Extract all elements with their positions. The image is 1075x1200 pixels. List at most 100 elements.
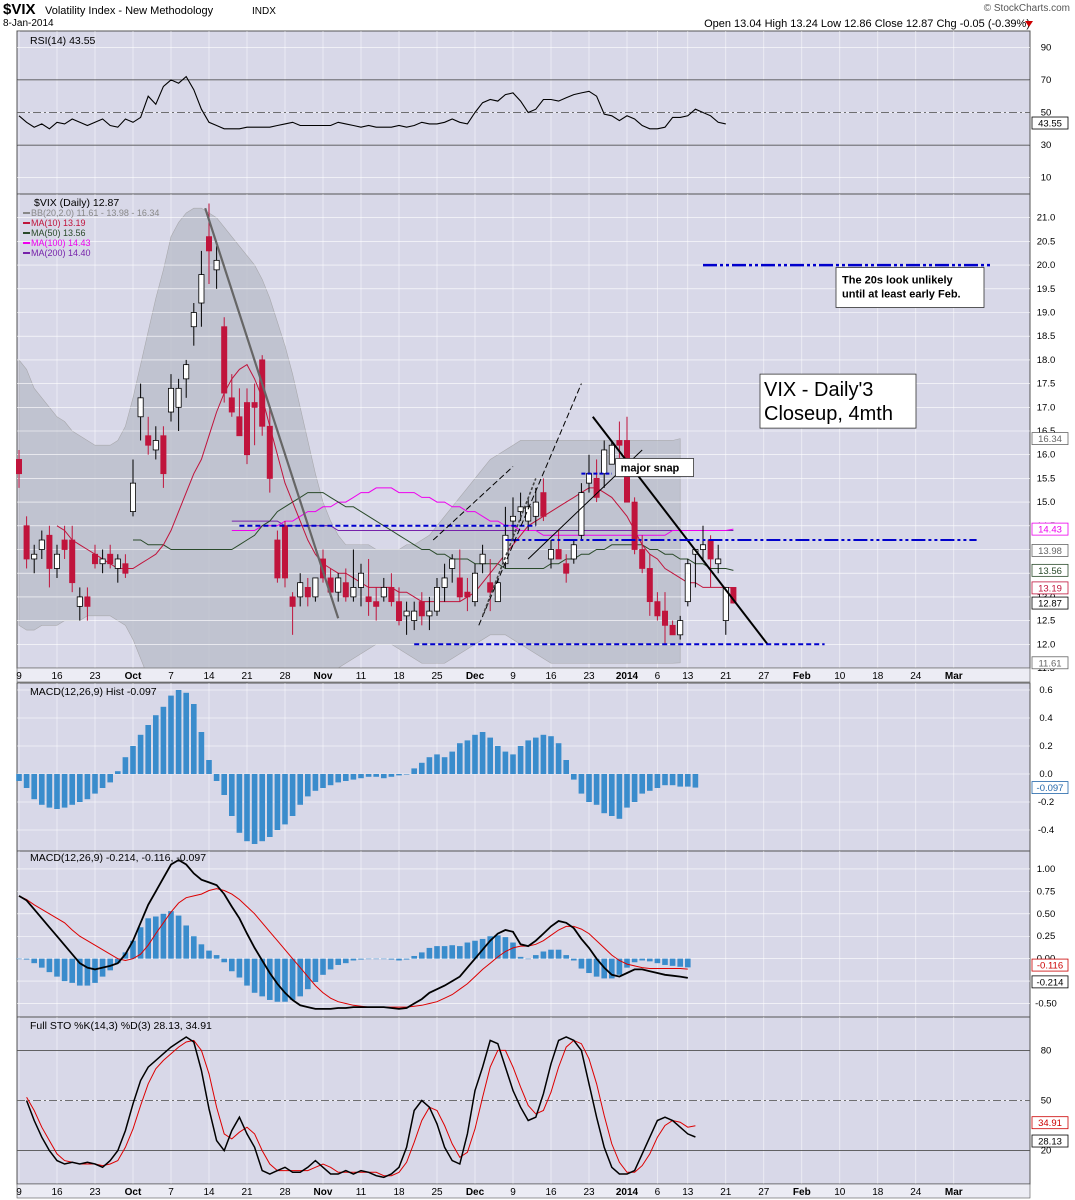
rsi-title: RSI(14) 43.55 (30, 35, 96, 47)
x2-label: 6 (655, 1187, 661, 1198)
x2-label: Feb (793, 1187, 811, 1198)
hist-bar (533, 737, 539, 774)
annotation-box (835, 267, 985, 308)
macd-hist-bar (495, 935, 501, 959)
macd-hist-bar (320, 958, 326, 975)
hist-bar (525, 740, 531, 774)
legend-entry: MA(100) 14.43 (31, 238, 91, 248)
macd-hist-bar (130, 940, 136, 959)
candle-body (31, 553, 38, 560)
x1-label: 7 (168, 671, 174, 682)
hist-bar (327, 774, 334, 786)
hist-bar (23, 774, 30, 788)
hist-ytick-label: -0.4 (1038, 825, 1054, 836)
hist-bar (168, 695, 174, 774)
hist-bar (320, 774, 326, 788)
hist-bar (54, 774, 60, 809)
hist-bar (267, 774, 273, 837)
hist-bar (274, 774, 281, 830)
hist-bar (472, 734, 478, 774)
x2-label: 24 (910, 1187, 922, 1198)
price-x-axis: 9 16 23 Oct 7 14 21 28 Nov 11 18 25 Dec 9 16 23 2014 6 13 2… (16, 667, 1031, 683)
macd-hist-bar (92, 958, 98, 983)
price-right-tag: 11.61 (1038, 658, 1061, 669)
macd-last-tag: -0.214 (1037, 977, 1064, 988)
hist-ytick-label: 0.4 (1039, 713, 1052, 724)
x2-label: Dec (466, 1187, 485, 1198)
x2-label: 14 (203, 1187, 215, 1198)
price-ytick-label: 16.0 (1037, 450, 1056, 461)
macd-ytick-label: 1.00 (1037, 864, 1056, 875)
sto-k-last-tag: 28.13 (1038, 1137, 1062, 1148)
hist-bar (77, 774, 83, 802)
candle-body (441, 577, 448, 588)
candle-body (297, 582, 304, 598)
macd-hist-bar (381, 958, 387, 960)
macd-hist-bar (464, 942, 471, 959)
macd-hist-bar (441, 946, 448, 959)
candle-body (304, 587, 311, 598)
hist-bar (411, 768, 417, 774)
candle-body (61, 539, 68, 550)
candle-body (266, 425, 273, 479)
x2-label: Nov (314, 1187, 333, 1198)
macd-hist-bar (221, 958, 227, 963)
sto-d-last-tag-box (1031, 1116, 1069, 1130)
price-ytick-label: 15.5 (1037, 473, 1056, 484)
hist-ytick-label: 0.2 (1039, 741, 1052, 752)
price-ytick-label: 18.5 (1037, 331, 1056, 342)
annotation-text: until at least early Feb. (842, 288, 961, 300)
hist-bar (555, 743, 562, 774)
hist-bar (213, 774, 220, 781)
candle-body (15, 459, 22, 475)
hist-bar (631, 774, 638, 802)
stochastic-panel: 80 50 20 Full STO %K(14,3) %D(3) 28.13, 34.… (16, 1016, 1069, 1185)
price-ytick-label: 20.5 (1037, 236, 1056, 247)
hist-bar (69, 774, 75, 805)
hist-bar (403, 774, 410, 775)
price-ytick-label: 19.5 (1037, 284, 1056, 295)
candle-body (251, 402, 258, 408)
x1-label: 16 (51, 671, 63, 682)
hist-bar (259, 774, 265, 842)
macd-hist-bar (84, 958, 91, 986)
macd-hist-bar (571, 958, 577, 961)
macd-hist-bar (39, 958, 45, 968)
x1-label: Feb (793, 671, 811, 682)
macd-hist-bar (46, 958, 53, 973)
candle-body (342, 582, 349, 598)
rsi-panel: 90 70 50 30 10 RSI(14) 43.55 43.55 (16, 30, 1069, 195)
macd-hist-bar (327, 958, 334, 970)
candle-body (69, 539, 76, 584)
x2-label: 9 (16, 1187, 22, 1198)
macd-title: MACD(12,26,9) -0.214, -0.116, -0.097 (30, 852, 206, 864)
x2-label: 11 (356, 1187, 367, 1198)
hist-bar (39, 774, 45, 805)
hist-bar (289, 774, 296, 816)
x2-label: 23 (583, 1187, 595, 1198)
rising-wedge-line (481, 478, 537, 617)
macd-hist-bar (236, 958, 243, 978)
candle-body (715, 558, 722, 565)
hist-bar (540, 734, 547, 774)
candle-body (175, 387, 182, 408)
x2-label: 27 (758, 1187, 770, 1198)
x2-label: Mar (945, 1187, 963, 1198)
price-ytick-label: 15.0 (1037, 497, 1056, 508)
hist-bar (99, 774, 106, 788)
macd-hist-bar (517, 956, 524, 959)
macd-hist-bar (23, 958, 30, 960)
quote-line: Open 13.04 High 13.24 Low 12.86 Close 12… (704, 18, 1030, 30)
macd-hist-bar (434, 946, 440, 959)
x1-label: Mar (945, 671, 963, 682)
hist-bar (145, 725, 151, 774)
candle-body (395, 601, 402, 622)
candle-body (213, 259, 220, 271)
x1-label: 10 (834, 671, 846, 682)
macd-hist-bar (77, 958, 83, 986)
hist-bar (510, 754, 516, 774)
candle-body (509, 515, 516, 522)
macd-hist-bar (54, 958, 60, 977)
macd-hist-bar (282, 958, 288, 1002)
hist-bar (130, 746, 136, 774)
